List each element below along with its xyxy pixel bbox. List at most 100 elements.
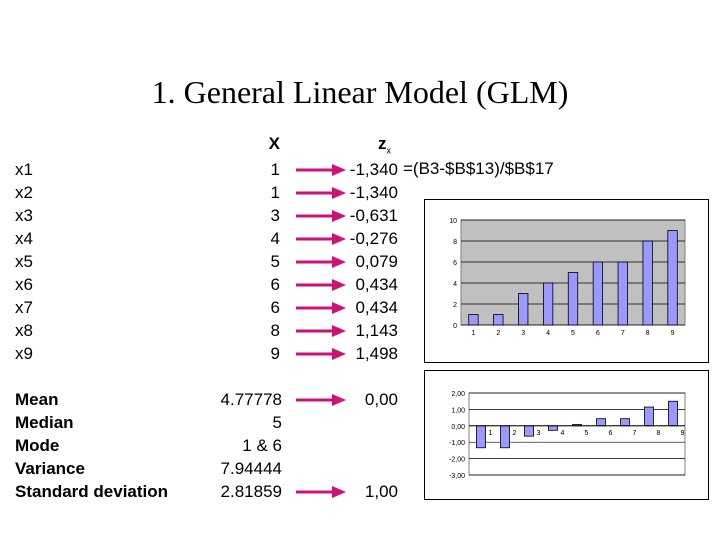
arrow-icon	[296, 348, 346, 360]
bar	[542, 282, 554, 326]
x-tick-label: 2	[496, 330, 500, 337]
bar	[548, 425, 558, 431]
bar	[500, 425, 510, 449]
bar	[642, 240, 653, 326]
stat-value: 5	[272, 413, 282, 432]
row-z-value: 0,079	[355, 252, 398, 271]
x-tick-label: 4	[561, 430, 565, 437]
stat-value: 7.94444	[220, 459, 282, 478]
stat-label: Mean	[15, 390, 59, 409]
arrow-icon	[296, 486, 346, 498]
z-column-header: zx	[378, 134, 391, 160]
z-scores-chart: -3,00 -2,00 -1,00 0,00 1,00 2,00 1 2 3 4 5 6 7 8 9	[424, 370, 709, 500]
x-tick-label: 6	[596, 330, 600, 337]
bar	[644, 406, 654, 427]
y-tick-label: 8	[453, 239, 457, 246]
row-label: x6	[15, 275, 33, 294]
bar	[667, 230, 678, 326]
row-x-value: 8	[270, 321, 280, 340]
x-tick-label: 4	[546, 330, 550, 337]
y-tick-label: 2	[453, 302, 457, 309]
arrow-icon	[296, 279, 346, 291]
y-tick-label: -3,00	[449, 473, 465, 480]
x-tick-label: 9	[671, 330, 675, 337]
arrow-icon	[296, 210, 346, 222]
row-z-value: -0,276	[349, 229, 398, 248]
x-tick-label: 3	[537, 430, 541, 437]
bar	[476, 425, 486, 449]
x-column-header: X	[268, 134, 280, 153]
y-tick-label: 0,00	[451, 424, 465, 431]
x-tick-label: 6	[609, 430, 613, 437]
row-z-value: -1,340	[349, 160, 398, 179]
row-x-value: 9	[270, 344, 280, 363]
bar	[518, 293, 529, 326]
y-tick-label: -2,00	[449, 457, 465, 464]
stat-label: Variance	[15, 459, 85, 478]
row-z-value: 1,143	[355, 321, 398, 340]
row-z-value: 0,434	[355, 275, 398, 294]
bar	[567, 272, 579, 326]
bar	[468, 314, 479, 326]
x-tick-label: 8	[646, 330, 650, 337]
row-label: x8	[15, 321, 33, 340]
y-tick-label: 1,00	[451, 407, 465, 414]
row-label: x1	[15, 160, 33, 179]
arrow-icon	[296, 187, 346, 199]
row-label: x7	[15, 298, 33, 317]
formula-text: =(B3-$B$13)/$B$17	[403, 159, 554, 178]
arrow-icon	[296, 256, 346, 268]
x-tick-label: 3	[521, 330, 525, 337]
x-tick-label: 1	[471, 330, 475, 337]
x-tick-label: 2	[513, 430, 517, 437]
arrow-icon	[296, 233, 346, 245]
stat-label: Mode	[15, 436, 60, 455]
row-x-value: 4	[270, 229, 280, 248]
stat-value: 4.77778	[220, 390, 282, 409]
y-tick-label: 4	[453, 281, 457, 288]
row-z-value: 0,434	[355, 298, 398, 317]
bar	[617, 261, 628, 326]
row-label: x3	[15, 206, 33, 225]
bar	[592, 261, 604, 326]
y-tick-label: 10	[449, 218, 457, 225]
arrow-icon	[296, 302, 346, 314]
x-tick-label: 7	[633, 430, 637, 437]
row-label: x9	[15, 344, 33, 363]
x-tick-label: 7	[621, 330, 625, 337]
x-tick-label: 9	[681, 430, 685, 437]
stat-z-value: 0,00	[364, 390, 398, 409]
row-x-value: 6	[270, 275, 280, 294]
bar	[668, 400, 678, 427]
z-header-letter: z	[378, 134, 387, 153]
x-tick-label: 1	[489, 430, 493, 437]
stat-z-value: 1,00	[364, 482, 398, 501]
bar	[596, 418, 606, 427]
bar	[493, 314, 504, 326]
row-x-value: 3	[270, 206, 280, 225]
y-tick-label: 6	[453, 260, 457, 267]
arrow-icon	[296, 325, 346, 337]
row-x-value: 6	[270, 298, 280, 317]
row-label: x2	[15, 183, 33, 202]
y-tick-label: 0	[453, 323, 457, 330]
x-tick-label: 5	[571, 330, 575, 337]
z-header-subscript: x	[386, 145, 392, 156]
arrow-icon	[296, 394, 346, 406]
row-z-value: -0,631	[349, 206, 398, 225]
stat-label: Median	[15, 413, 74, 432]
y-tick-label: -1,00	[449, 440, 465, 447]
arrow-icon	[296, 164, 346, 176]
row-label: x5	[15, 252, 33, 271]
x-tick-label: 8	[657, 430, 661, 437]
x-tick-label: 5	[585, 430, 589, 437]
bar	[620, 418, 630, 427]
row-z-value: -1,340	[349, 183, 398, 202]
row-x-value: 5	[270, 252, 280, 271]
row-x-value: 1	[270, 160, 280, 179]
slide-title: 1. General Linear Model (GLM)	[151, 74, 569, 110]
stat-value: 2.81859	[220, 482, 282, 501]
row-x-value: 1	[270, 183, 280, 202]
stat-value: 1 & 6	[242, 436, 282, 455]
